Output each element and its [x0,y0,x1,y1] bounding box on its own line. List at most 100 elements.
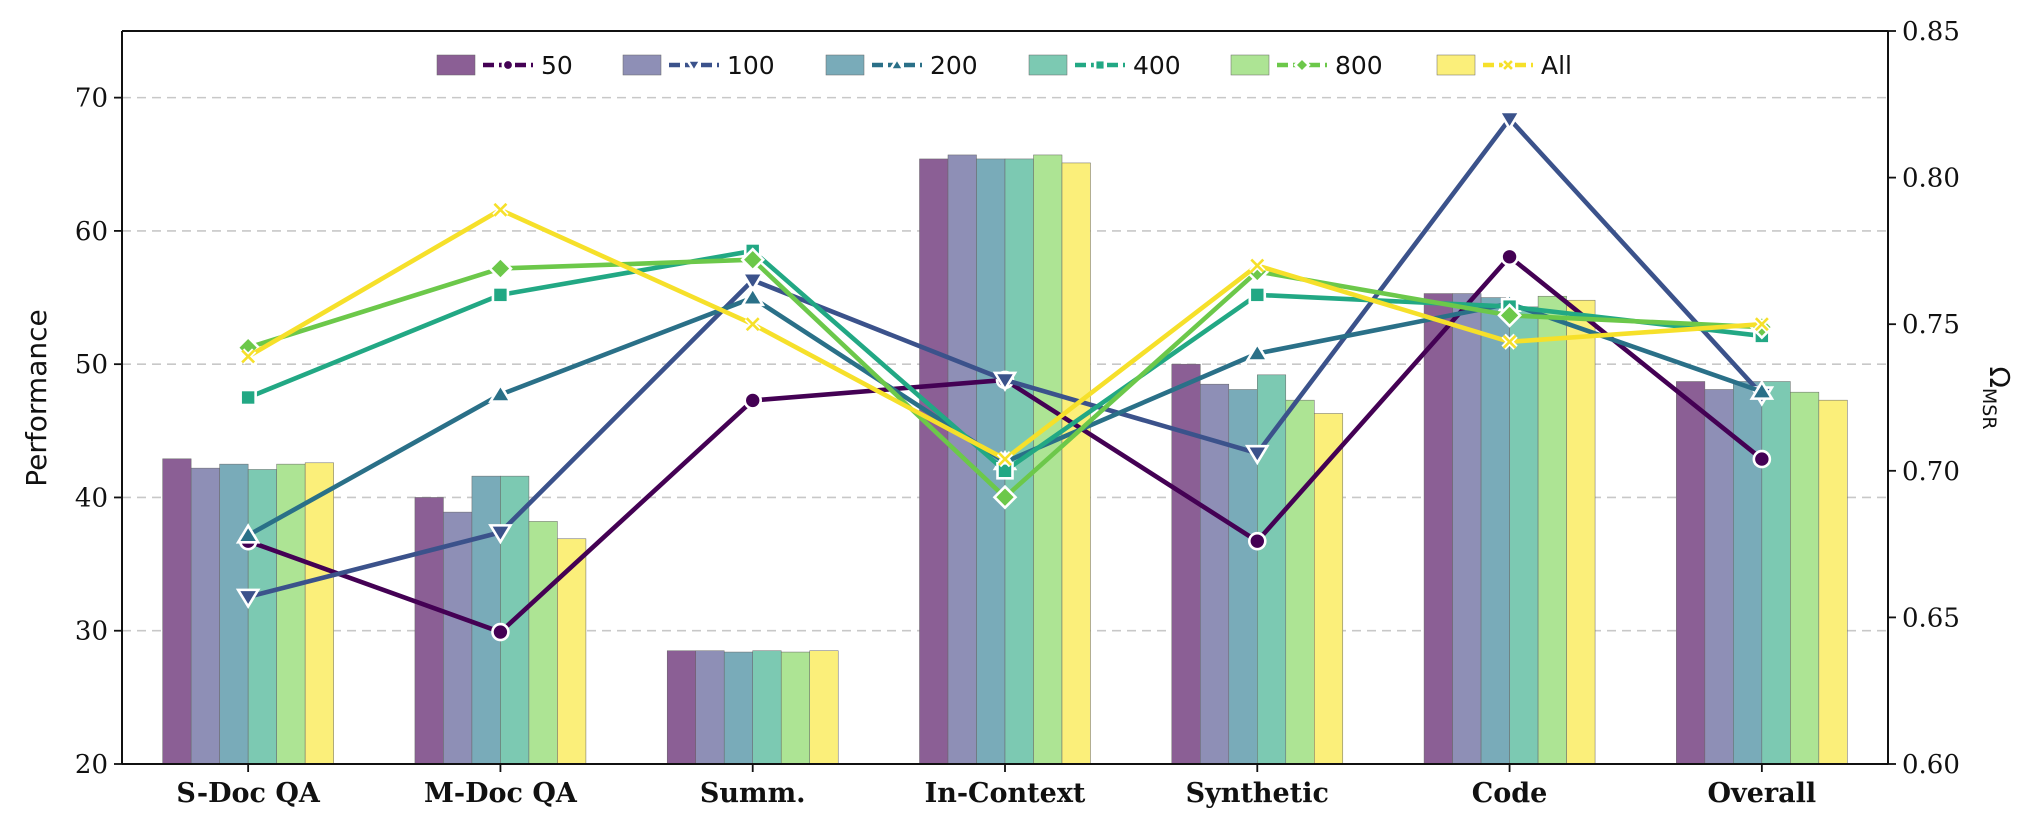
legend-marker-400 [1093,58,1107,72]
legend-label-100: 100 [727,51,775,80]
legend-swatch-800 [1230,54,1270,76]
bar-All-2 [809,650,839,765]
bar-400-6 [1761,381,1791,765]
legend-label-200: 200 [930,51,978,80]
bar-50-6 [1676,381,1706,765]
bar-800-6 [1790,391,1820,765]
point-All-4 [1250,258,1265,273]
legend-label-50: 50 [541,51,573,80]
legend-label-400: 400 [1133,51,1181,80]
lines [235,110,1775,642]
point-100-1 [488,524,513,545]
legend-item-400: 400 [1028,51,1181,80]
bar-100-6 [1704,389,1734,765]
point-800-1 [488,256,513,281]
right-tick-label: 0.60 [1902,750,1960,780]
point-All-5 [1502,334,1517,349]
bar-200-2 [723,651,753,765]
bar-200-5 [1480,297,1510,765]
legend-item-100: 100 [622,51,775,80]
bar-50-5 [1423,293,1453,765]
legend-item-50: 50 [436,51,573,80]
bar-All-6 [1818,399,1848,765]
bars [162,154,1848,765]
bar-200-1 [471,475,501,765]
legend-swatch-400 [1028,54,1068,76]
bar-400-2 [752,650,782,765]
bar-800-4 [1285,399,1315,765]
point-400-4 [1248,286,1267,304]
point-100-5 [1497,110,1522,131]
point-200-4 [1244,341,1270,362]
bar-400-5 [1509,306,1539,765]
legend-swatch-50 [436,54,476,76]
point-200-1 [488,382,513,403]
bar-800-1 [528,521,558,765]
point-50-6 [1752,449,1772,469]
legend-swatch-All [1436,54,1476,76]
category-label: M-Doc QA [424,778,578,809]
point-All-3 [998,452,1012,466]
bar-100-5 [1452,293,1482,765]
legend-item-All: All [1436,51,1572,80]
left-tick-label: 70 [75,84,108,114]
point-All-0 [241,349,256,364]
left-tick-label: 60 [75,217,108,247]
right-tick-label: 0.75 [1902,310,1960,340]
right-axis-title-main: Ω [1983,366,2016,387]
point-800-5 [1497,303,1522,328]
bar-200-0 [219,463,249,765]
left-tick-label: 20 [75,750,108,780]
bar-50-3 [919,158,949,765]
point-800-3 [992,484,1018,510]
point-100-3 [992,371,1018,392]
series-All [240,201,1770,468]
legend-marker-All [1503,60,1513,70]
left-tick-label: 30 [75,617,108,647]
legend-label-800: 800 [1335,51,1383,80]
legend-marker-200 [888,56,906,71]
bar-50-1 [414,497,444,765]
left-axis-title: Performance [20,309,53,486]
point-50-5 [1500,247,1519,267]
bar-800-5 [1537,295,1567,765]
category-label: Overall [1708,778,1817,809]
right-axis-title-sub: MSR [1978,388,2000,430]
category-label: S-Doc QA [176,778,320,809]
point-400-0 [239,388,257,407]
point-200-0 [235,523,261,544]
bar-800-2 [780,651,810,765]
point-100-0 [235,588,261,609]
point-200-2 [740,285,766,307]
bar-100-1 [443,511,473,765]
bar-400-4 [1257,374,1287,765]
legend-item-200: 200 [825,51,978,80]
legend-swatch-100 [622,54,662,76]
bar-All-5 [1566,299,1596,765]
legend-swatch-200 [825,54,865,76]
point-100-2 [740,271,766,293]
point-50-4 [1247,531,1267,551]
right-tick-label: 0.65 [1902,603,1960,633]
bar-All-1 [557,538,587,765]
point-All-6 [1754,317,1769,332]
bar-400-0 [247,469,277,765]
bar-All-3 [1061,162,1091,765]
bar-All-0 [304,462,334,765]
legend-marker-50 [501,58,515,72]
legend-item-800: 800 [1230,51,1383,80]
point-50-2 [743,391,763,410]
bar-100-2 [695,650,725,765]
svg-text:ΩMSR: ΩMSR [1978,366,2016,429]
category-label: Synthetic [1186,778,1329,809]
right-tick-label: 0.70 [1902,457,1960,487]
axes: 20 30 40 50 60 70 0.60 0.65 0.70 0.75 0.80 0.85 S-Do… [75,17,1960,809]
bar-50-0 [162,458,192,765]
category-label: Code [1472,778,1548,809]
point-400-1 [491,286,510,304]
point-All-2 [745,317,760,332]
bar-50-2 [666,650,696,765]
category-label: Summ. [700,778,806,809]
right-tick-label: 0.85 [1902,17,1960,47]
